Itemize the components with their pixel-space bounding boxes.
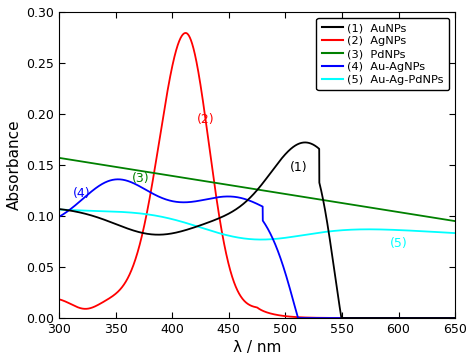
- (3)  PdNPs: [101, 163, 107, 167]
- (1)  AuNPs: [225, 212, 231, 216]
- (3)  PdNPs: [56, 156, 62, 160]
- (3)  PdNPs: [452, 219, 458, 223]
- X-axis label: λ / nm: λ / nm: [233, 340, 281, 355]
- (4)  Au-AgNPs: [402, 316, 408, 320]
- (1)  AuNPs: [101, 218, 107, 222]
- (4)  Au-AgNPs: [115, 177, 121, 181]
- (5)  Au-Ag-PdNPs: [101, 209, 107, 213]
- (3)  PdNPs: [402, 211, 408, 215]
- (2)  AgNPs: [225, 260, 231, 265]
- (3)  PdNPs: [125, 167, 130, 171]
- (4)  Au-AgNPs: [208, 196, 214, 201]
- Text: (5): (5): [390, 237, 407, 250]
- Text: (3): (3): [132, 172, 149, 185]
- (2)  AgNPs: [101, 299, 107, 304]
- Line: (1)  AuNPs: (1) AuNPs: [59, 142, 455, 318]
- Line: (4)  Au-AgNPs: (4) Au-AgNPs: [59, 179, 455, 318]
- (2)  AgNPs: [452, 316, 458, 320]
- (2)  AgNPs: [445, 316, 450, 320]
- (4)  Au-AgNPs: [125, 179, 131, 183]
- Text: (2): (2): [197, 113, 215, 126]
- (5)  Au-Ag-PdNPs: [56, 207, 62, 212]
- (5)  Au-Ag-PdNPs: [208, 228, 214, 233]
- Line: (5)  Au-Ag-PdNPs: (5) Au-Ag-PdNPs: [59, 210, 455, 240]
- Line: (2)  AgNPs: (2) AgNPs: [59, 33, 455, 318]
- (5)  Au-Ag-PdNPs: [402, 228, 408, 232]
- (3)  PdNPs: [208, 180, 214, 184]
- (1)  AuNPs: [339, 316, 345, 320]
- (3)  PdNPs: [445, 218, 450, 222]
- (4)  Au-AgNPs: [295, 316, 301, 320]
- (1)  AuNPs: [125, 226, 130, 231]
- Legend: (1)  AuNPs, (2)  AgNPs, (3)  PdNPs, (4)  Au-AgNPs, (5)  Au-Ag-PdNPs: (1) AuNPs, (2) AgNPs, (3) PdNPs, (4) Au-…: [317, 18, 449, 90]
- (4)  Au-AgNPs: [101, 181, 107, 185]
- (2)  AgNPs: [56, 297, 62, 302]
- (5)  Au-Ag-PdNPs: [125, 210, 130, 215]
- (1)  AuNPs: [208, 219, 214, 224]
- (5)  Au-Ag-PdNPs: [225, 233, 231, 238]
- (1)  AuNPs: [302, 140, 308, 144]
- (2)  AgNPs: [183, 31, 189, 35]
- (5)  Au-Ag-PdNPs: [445, 231, 450, 235]
- (5)  Au-Ag-PdNPs: [258, 237, 264, 242]
- Text: (4): (4): [73, 187, 91, 200]
- Text: (1): (1): [290, 160, 308, 173]
- (4)  Au-AgNPs: [445, 316, 450, 320]
- (1)  AuNPs: [56, 207, 62, 211]
- (4)  Au-AgNPs: [56, 215, 62, 219]
- (1)  AuNPs: [402, 316, 408, 320]
- (2)  AgNPs: [125, 276, 130, 281]
- Y-axis label: Absorbance: Absorbance: [7, 120, 22, 210]
- (1)  AuNPs: [445, 316, 450, 320]
- Line: (3)  PdNPs: (3) PdNPs: [59, 158, 455, 221]
- (4)  Au-AgNPs: [452, 316, 458, 320]
- (3)  PdNPs: [225, 183, 231, 187]
- (2)  AgNPs: [208, 157, 214, 162]
- (4)  Au-AgNPs: [225, 194, 231, 199]
- (2)  AgNPs: [402, 316, 408, 320]
- (1)  AuNPs: [452, 316, 458, 320]
- (5)  Au-Ag-PdNPs: [452, 231, 458, 235]
